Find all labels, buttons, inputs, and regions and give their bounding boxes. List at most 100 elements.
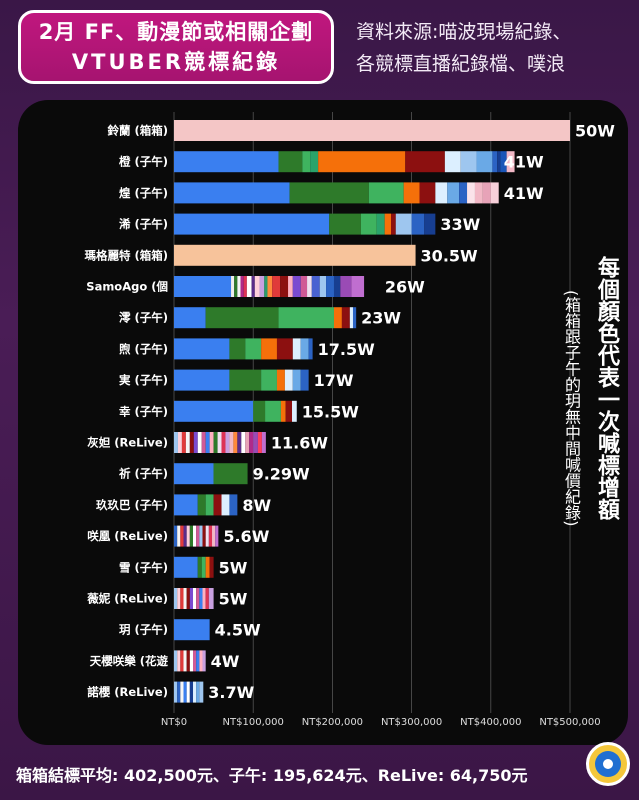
title-line-2: VTUBER競標紀錄 (71, 50, 281, 74)
bar-segment (459, 182, 468, 204)
x-tick-label: NT$100,000 (223, 717, 284, 728)
bar-segment (193, 525, 197, 547)
bar-category-label: 澪 (子午) (119, 311, 168, 325)
bar-segment (229, 494, 238, 516)
bar-value-label: 8W (242, 496, 271, 515)
bar-segment (209, 432, 214, 453)
bar-segment (189, 525, 194, 547)
bar-segment (300, 276, 308, 297)
bar-category-label: 天櫻咲樂 (花遊 (90, 654, 169, 668)
bar-category-label: 諾櫻 (ReLive) (87, 685, 168, 699)
bar-value-label: 5W (219, 590, 248, 609)
bar-segment (229, 338, 246, 360)
bar-segment (225, 432, 230, 453)
bar-segment (213, 494, 222, 516)
bar-segment (202, 525, 206, 547)
bar-segment (319, 276, 327, 297)
bar-segment (202, 650, 206, 672)
bar-segment (368, 182, 404, 204)
bar-segment (233, 432, 238, 453)
bar-segment (333, 307, 342, 329)
bar-segment (435, 182, 448, 204)
bar-value-label: 5W (219, 558, 248, 577)
bar-segment (405, 151, 445, 173)
bar-segment (183, 588, 187, 609)
bar-segment (221, 432, 226, 453)
bar-segment (174, 151, 279, 173)
bar-segment (189, 650, 194, 672)
bar-segment (476, 151, 493, 173)
bar-value-label: 50W (575, 122, 615, 141)
bar-value-label: 5.6W (223, 527, 269, 546)
source-note: 資料來源:喵波現場紀錄、 各競標直播紀錄檔、噗浪 (356, 16, 636, 80)
bar-segment (308, 338, 313, 360)
bar-segment (237, 432, 242, 453)
bar-value-label: 11.6W (271, 434, 328, 453)
bar-segment (174, 681, 178, 703)
bar-segment (384, 213, 392, 235)
bar-value-label: 9.29W (253, 465, 310, 484)
brand-logo-icon (586, 742, 630, 786)
bar-segment (249, 432, 254, 453)
bar-segment (193, 681, 197, 703)
x-tick-label: NT$400,000 (460, 717, 521, 728)
bar-segment (310, 151, 319, 173)
bar-segment (196, 525, 200, 547)
bar-segment (185, 432, 190, 453)
bar-category-label: 浠 (子午) (119, 217, 168, 231)
bar-segment (205, 525, 209, 547)
bar-segment (231, 276, 235, 297)
x-tick-label: NT$200,000 (302, 717, 363, 728)
bar-segment (292, 369, 301, 391)
bar-segment (196, 681, 200, 703)
bar-segment (288, 276, 293, 297)
bar-segment (213, 432, 218, 453)
bar-segment (318, 151, 406, 173)
bar-segment (183, 650, 187, 672)
bar-segment (208, 525, 213, 547)
bar-segment (177, 681, 181, 703)
bar-segment (278, 307, 334, 329)
source-line-1: 資料來源:喵波現場紀錄、 (356, 21, 572, 43)
bar-segment (205, 432, 210, 453)
bar-segment (403, 182, 420, 204)
bar-segment (265, 400, 281, 422)
bar-segment (208, 588, 214, 609)
bar-segment (474, 182, 483, 204)
bar-category-label: 祈 (子午) (119, 467, 168, 481)
side-note-main: 每個顏色代表一次喊標增額 (594, 256, 619, 520)
bar-segment (205, 494, 214, 516)
bar-segment (212, 525, 216, 547)
bar-segment (329, 213, 361, 235)
bar-segment (311, 276, 320, 297)
bar-segment (278, 151, 303, 173)
bar-segment (193, 588, 197, 609)
bar-segment (411, 213, 425, 235)
bar-segment (197, 494, 206, 516)
bar-segment (460, 151, 477, 173)
bar-segment (482, 182, 491, 204)
bar-segment (174, 213, 330, 235)
bar-segment (276, 369, 285, 391)
bar-segment (267, 276, 273, 297)
bar-segment (349, 307, 353, 329)
bar-segment (333, 276, 341, 297)
bar-segment (186, 650, 190, 672)
title-line-1: 2月 FF、動漫節或相關企劃 (38, 20, 314, 44)
bar-segment (280, 276, 289, 297)
bar-segment (201, 556, 206, 578)
bar-segment (351, 276, 365, 297)
bar-segment (272, 276, 281, 297)
bar-segment (196, 588, 200, 609)
bar-segment (352, 307, 357, 329)
bar-segment (174, 400, 254, 422)
bar-segment (174, 120, 570, 141)
bar-category-label: 玖玖巴 (子午) (96, 498, 168, 512)
bar-segment (300, 338, 309, 360)
bar-segment (181, 432, 186, 453)
bar-category-label: 灰妲 (ReLive) (87, 436, 168, 450)
bar-category-label: 煌 (子午) (119, 186, 168, 200)
bar-segment (174, 244, 416, 266)
bar-segment (245, 338, 262, 360)
bar-segment (251, 276, 255, 297)
